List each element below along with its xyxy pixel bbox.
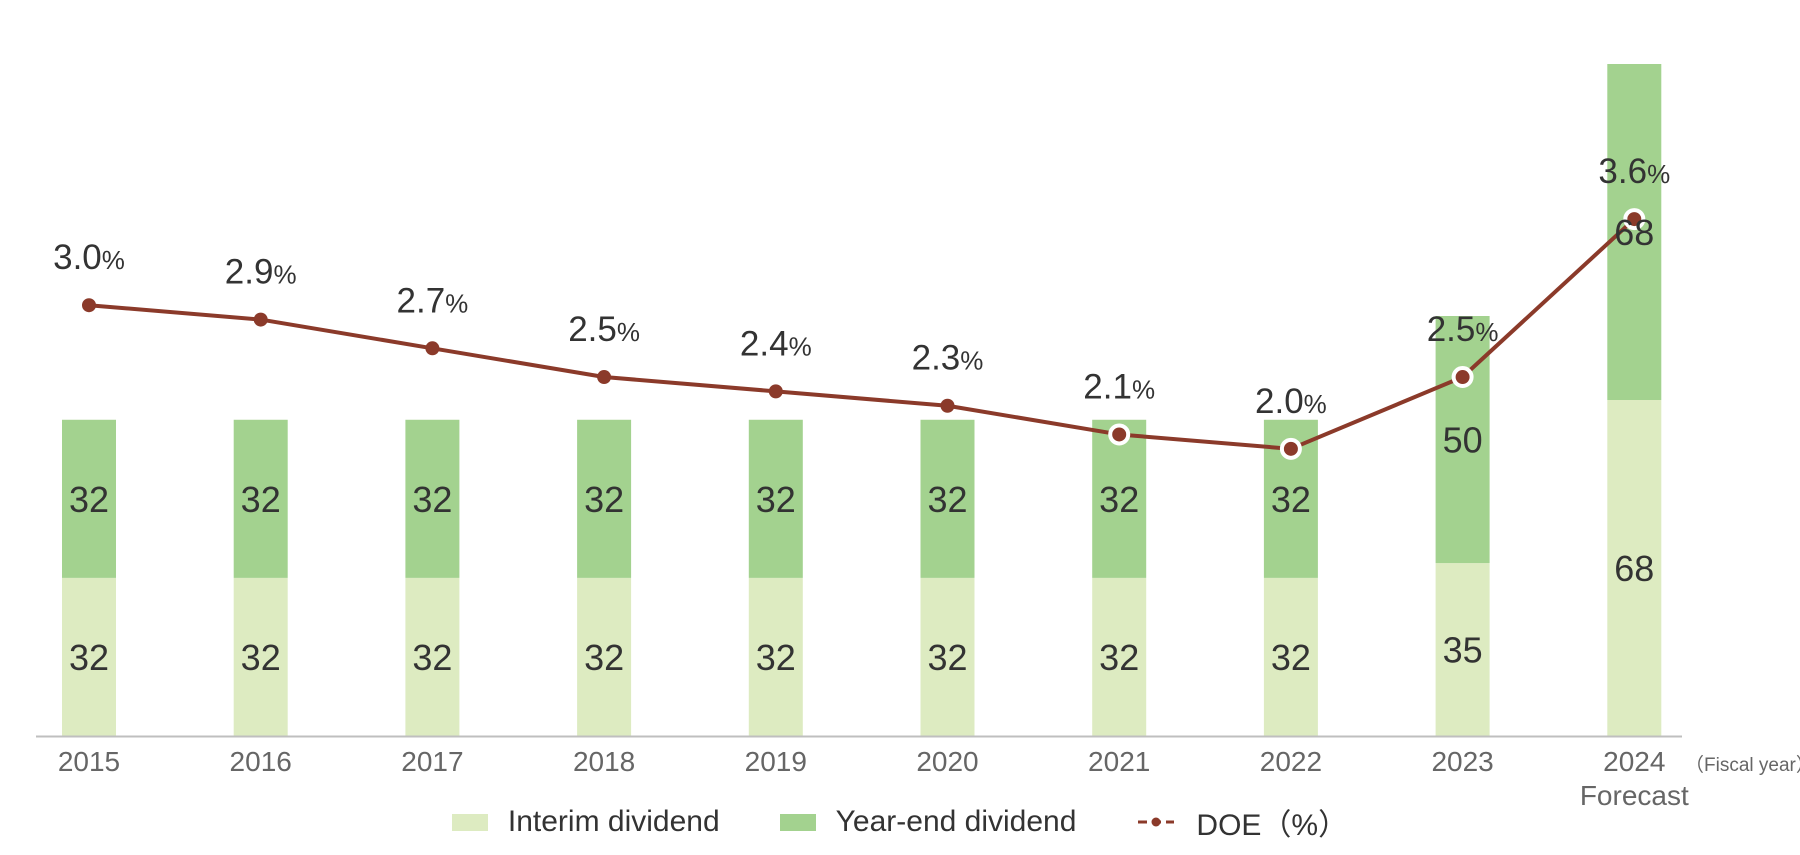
doe-point [1279, 437, 1302, 460]
legend-label-interim: Interim dividend [507, 805, 720, 838]
x-tick-label: 2024 [1603, 746, 1665, 777]
bar-interim [920, 577, 975, 736]
doe-point [425, 341, 440, 356]
bar-yearend [748, 419, 803, 578]
bars-layer [62, 64, 1662, 736]
x-tick-label: 2018 [573, 746, 635, 777]
bar-label-interim: 32 [756, 637, 796, 678]
bar-label-interim: 32 [584, 637, 624, 678]
x-tick-label: 2023 [1431, 746, 1493, 777]
bar-interim [1435, 563, 1490, 736]
bar-label-yearend: 32 [1271, 479, 1311, 520]
doe-line-layer [82, 208, 1646, 460]
bar-yearend [577, 419, 632, 578]
doe-point [940, 398, 955, 413]
legend-swatch-yearend [779, 813, 816, 831]
bar-label-yearend: 32 [927, 479, 967, 520]
bar-interim [233, 577, 288, 736]
bar-label-yearend: 50 [1443, 420, 1483, 461]
x-tick-label: 2020 [916, 746, 978, 777]
bar-label-interim: 32 [412, 637, 452, 678]
bar-label-yearend: 32 [412, 479, 452, 520]
x-axis-unit-label: （Fiscal year） [1685, 754, 1800, 776]
bar-label-interim: 32 [1099, 637, 1139, 678]
bar-label-yearend: 32 [756, 479, 796, 520]
bar-interim [1092, 577, 1147, 736]
doe-label: 2.5% [568, 310, 640, 349]
legend: Interim dividend Year-end dividend DOE（%… [0, 800, 1800, 844]
bar-interim [577, 577, 632, 736]
labels-layer: 32 32 32 32 32 32 32 32 32 32 32 32 32 32 32 32 35 50 68 68… [53, 152, 1670, 678]
x-tick-label: 2016 [230, 746, 292, 777]
bar-yearend [920, 419, 975, 578]
legend-swatch-doe [1138, 817, 1175, 827]
doe-point [1108, 423, 1131, 446]
doe-point [1451, 366, 1474, 389]
bar-label-interim: 35 [1443, 630, 1483, 671]
bar-interim [1263, 577, 1318, 736]
doe-label: 3.6% [1598, 152, 1670, 191]
bar-yearend [1435, 316, 1490, 564]
doe-point [82, 298, 96, 313]
bar-label-yearend: 32 [584, 479, 624, 520]
doe-line [88, 217, 1636, 451]
x-tick-label: 2017 [401, 746, 463, 777]
bar-label-yearend: 32 [1099, 479, 1139, 520]
bar-label-yearend: 32 [69, 479, 109, 520]
doe-point [768, 384, 783, 399]
doe-label: 2.4% [740, 324, 812, 363]
x-tick-label: 2022 [1260, 746, 1322, 777]
doe-point [597, 370, 612, 385]
bar-yearend [1607, 64, 1662, 400]
doe-label: 2.3% [912, 339, 984, 378]
bar-yearend [1092, 419, 1147, 578]
doe-label: 2.5% [1427, 310, 1499, 349]
bar-interim [62, 577, 116, 736]
legend-item-doe: DOE（%） [1136, 800, 1348, 844]
doe-label: 2.9% [225, 253, 297, 292]
doe-point [253, 312, 268, 327]
doe-point [1623, 208, 1646, 231]
bar-label-yearend: 68 [1614, 212, 1654, 253]
x-tick-label: 2015 [58, 746, 120, 777]
legend-label-doe: DOE（%） [1196, 809, 1349, 842]
doe-label: 3.0% [53, 238, 125, 277]
bar-label-interim: 32 [69, 637, 109, 678]
legend-item-interim: Interim dividend [451, 805, 720, 839]
bar-yearend [233, 419, 288, 578]
bar-label-yearend: 32 [241, 479, 281, 520]
legend-item-yearend: Year-end dividend [779, 805, 1077, 839]
x-axis: 2015 2016 2017 2018 2019 2020 2021 2022 2023 2024… [36, 735, 1800, 811]
bar-interim [405, 577, 460, 736]
doe-label: 2.0% [1255, 382, 1327, 421]
doe-label: 2.7% [397, 281, 469, 320]
bar-interim [1607, 400, 1662, 736]
bar-yearend [405, 419, 460, 578]
bar-label-interim: 32 [241, 637, 281, 678]
doe-label: 2.1% [1083, 367, 1155, 406]
bar-interim [748, 577, 803, 736]
bar-label-interim: 32 [1271, 637, 1311, 678]
x-tick-label: 2021 [1088, 746, 1150, 777]
legend-label-yearend: Year-end dividend [835, 805, 1077, 838]
bar-yearend [62, 419, 116, 578]
x-tick-label: 2019 [745, 746, 807, 777]
legend-swatch-interim [451, 813, 488, 831]
x-tick-sublabel: Forecast [1580, 780, 1689, 811]
bar-label-interim: 32 [927, 637, 967, 678]
bar-label-interim: 68 [1614, 548, 1654, 589]
